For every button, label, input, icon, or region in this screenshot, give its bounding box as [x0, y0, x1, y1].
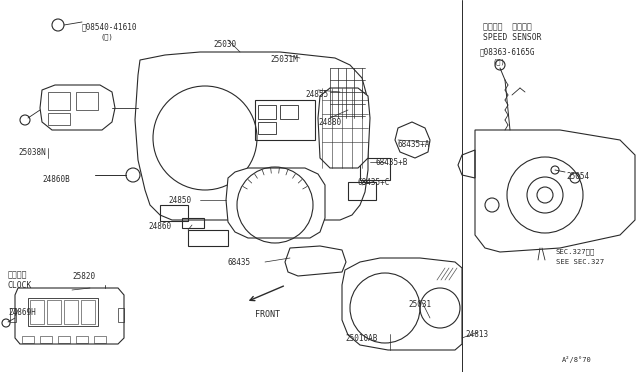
Text: 68435+C: 68435+C — [358, 178, 390, 187]
Bar — [40, 336, 52, 343]
Circle shape — [126, 168, 140, 182]
Bar — [58, 336, 70, 343]
Text: FRONT: FRONT — [255, 310, 280, 319]
Polygon shape — [40, 85, 115, 130]
Text: 25054: 25054 — [566, 172, 589, 181]
Text: SPEED SENSOR: SPEED SENSOR — [483, 33, 541, 42]
Bar — [360, 158, 390, 180]
Polygon shape — [395, 122, 430, 158]
Text: 24869H: 24869H — [8, 308, 36, 317]
Bar — [94, 336, 106, 343]
Text: 25030: 25030 — [213, 40, 236, 49]
Text: A²/8°70: A²/8°70 — [562, 356, 592, 363]
Polygon shape — [475, 130, 635, 252]
Bar — [348, 182, 376, 200]
Bar — [255, 100, 315, 140]
Bar — [76, 92, 98, 110]
Text: 24860: 24860 — [148, 222, 171, 231]
Polygon shape — [226, 168, 325, 238]
Polygon shape — [285, 246, 346, 276]
Bar — [76, 336, 88, 343]
Text: (１): (１) — [492, 58, 505, 65]
Text: 25038N: 25038N — [18, 148, 45, 157]
Text: (１): (１) — [100, 33, 113, 39]
Bar — [48, 113, 70, 125]
Bar — [22, 336, 34, 343]
Text: 24880: 24880 — [318, 118, 341, 127]
Bar — [188, 230, 228, 246]
Text: 24855: 24855 — [305, 90, 328, 99]
Text: 24850: 24850 — [168, 196, 191, 205]
Bar — [258, 105, 276, 119]
Bar — [64, 300, 78, 324]
Bar — [258, 122, 276, 134]
Polygon shape — [15, 288, 124, 344]
Text: 68435+A: 68435+A — [398, 140, 430, 149]
Bar — [81, 300, 95, 324]
Text: 24860B: 24860B — [42, 175, 70, 184]
Circle shape — [537, 187, 553, 203]
Bar — [48, 92, 70, 110]
Bar — [182, 218, 204, 228]
Text: Ⓝ08363-6165G: Ⓝ08363-6165G — [480, 47, 536, 56]
Bar — [28, 298, 98, 326]
Text: CLOCK: CLOCK — [8, 281, 33, 290]
Polygon shape — [342, 258, 462, 350]
Text: Ⓝ08540-41610: Ⓝ08540-41610 — [82, 22, 138, 31]
Circle shape — [551, 166, 559, 174]
Bar — [10, 308, 16, 322]
Bar — [118, 308, 124, 322]
Text: 68435: 68435 — [228, 258, 251, 267]
Polygon shape — [318, 88, 370, 168]
Polygon shape — [135, 52, 368, 220]
Text: クロック: クロック — [8, 270, 28, 279]
Bar — [160, 205, 188, 221]
Text: 25010AB: 25010AB — [345, 334, 378, 343]
Text: SEC.327参照: SEC.327参照 — [556, 248, 595, 254]
Text: 25820: 25820 — [72, 272, 95, 281]
Bar — [280, 105, 298, 119]
Text: 25031M: 25031M — [270, 55, 298, 64]
Text: SEE SEC.327: SEE SEC.327 — [556, 259, 604, 265]
Text: 25031: 25031 — [408, 300, 431, 309]
Bar — [47, 300, 61, 324]
Text: スピード  センサー: スピード センサー — [483, 22, 532, 31]
Text: 68435+B: 68435+B — [375, 158, 408, 167]
Bar — [30, 300, 44, 324]
Text: 24813: 24813 — [465, 330, 488, 339]
